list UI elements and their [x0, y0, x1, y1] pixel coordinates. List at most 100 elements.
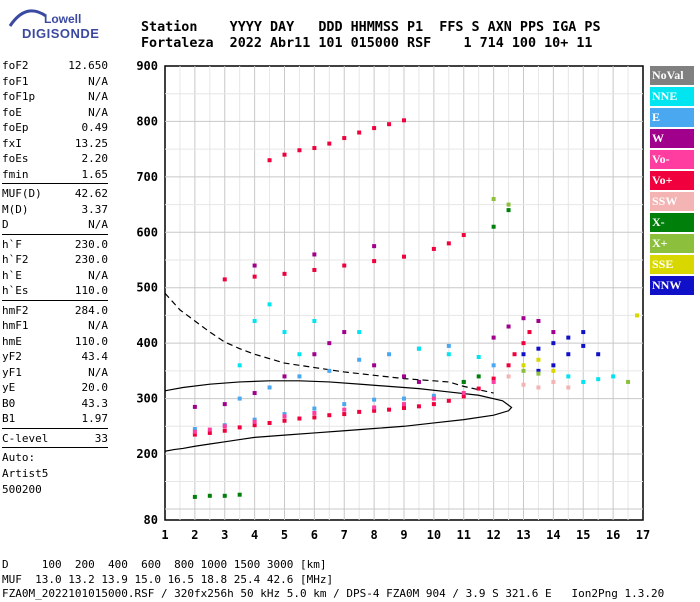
data-point-ssw [506, 374, 511, 379]
data-point-vo [342, 407, 347, 412]
param-row-group3-1: h`F2 230.0 [2, 252, 108, 268]
param-value: N/A [88, 105, 108, 119]
x-tick-label: 2 [191, 528, 198, 542]
data-point-x [222, 493, 227, 498]
x-tick-label: 1 [161, 528, 168, 542]
data-point-w [491, 335, 496, 340]
x-tick-label: 14 [546, 528, 560, 542]
param-row-group2-1: M(D) 3.37 [2, 202, 108, 218]
legend-item: E [650, 108, 694, 127]
data-point-nne [596, 377, 601, 382]
data-point-e [252, 417, 257, 422]
data-point-nnw [581, 330, 586, 335]
y-tick-label: 300 [136, 392, 158, 406]
data-point-nnw [521, 352, 526, 357]
x-tick-label: 13 [516, 528, 530, 542]
data-point-vo [267, 420, 272, 425]
data-point-ssw [566, 385, 571, 390]
param-row-group1-0: foF2 12.650 [2, 58, 108, 74]
logo-line2: DIGISONDE [22, 26, 100, 41]
param-key: hmF2 [2, 303, 29, 317]
data-point-sse [521, 363, 526, 368]
data-point-vo [431, 396, 436, 401]
data-point-w [536, 318, 541, 323]
data-point-vo [312, 410, 317, 415]
x-tick-label: 12 [486, 528, 500, 542]
data-point-nne [312, 318, 317, 323]
header-values: Fortaleza 2022 Abr11 101 015000 RSF 1 71… [141, 36, 593, 51]
param-row-group4-3: yF2 43.4 [2, 349, 108, 365]
param-row-group2-0: MUF(D) 42.62 [2, 186, 108, 202]
data-point-ssw [521, 382, 526, 387]
param-row-group5-0: C-level 33 [2, 431, 108, 447]
param-value: 0.49 [81, 121, 109, 134]
data-point-vo [192, 429, 197, 434]
data-point-nnw [551, 363, 556, 368]
data-point-vo [297, 148, 302, 153]
legend-item: W [650, 129, 694, 148]
data-point-nnw [536, 346, 541, 351]
param-key: fmin [2, 167, 29, 181]
data-point-sse [536, 357, 541, 362]
param-key: foEs [2, 152, 29, 165]
data-point-vo [297, 416, 302, 421]
data-point-vo [207, 427, 212, 432]
param-row-group4-5: yE 20.0 [2, 380, 108, 396]
param-value: 3.37 [81, 202, 109, 216]
data-point-vo [372, 408, 377, 413]
data-point-vo [312, 267, 317, 272]
param-value: N/A [88, 74, 108, 88]
data-point-x [536, 371, 541, 376]
param-row-group1-5: fxI 13.25 [2, 136, 108, 152]
param-value: 13.25 [74, 136, 108, 150]
data-point-vo [222, 428, 227, 433]
data-point-x [237, 492, 242, 497]
data-point-vo [431, 246, 436, 251]
data-point-vo [252, 419, 257, 424]
data-point-e [372, 397, 377, 402]
data-point-e [327, 368, 332, 373]
data-point-vo [327, 141, 332, 146]
data-point-vo [461, 394, 466, 399]
data-point-x [521, 368, 526, 373]
station-header: Station YYYY DAY DDD HHMMSS P1 FFS S AXN… [141, 20, 601, 52]
x-tick-label: 9 [400, 528, 407, 542]
param-key: hmF1 [2, 319, 29, 332]
legend-item: X+ [650, 234, 694, 253]
param-row-group1-6: foEs 2.20 [2, 151, 108, 167]
data-point-vo [192, 432, 197, 437]
data-point-w [506, 324, 511, 329]
x-tick-label: 7 [341, 528, 348, 542]
data-point-nne [297, 352, 302, 357]
data-point-vo [237, 425, 242, 430]
data-point-e [237, 396, 242, 401]
data-point-e [431, 393, 436, 398]
data-point-vo [402, 118, 406, 123]
data-point-e [446, 343, 451, 348]
data-point-ssw [536, 385, 541, 390]
y-tick-label: 600 [136, 225, 158, 239]
data-point-vo [372, 126, 377, 131]
data-point-e [297, 374, 302, 379]
param-value: 43.3 [81, 396, 109, 410]
data-point-sse [551, 368, 556, 373]
parameter-panel: foF2 12.650 foF1 N/A foF1p N/A foE N/A foEp 0.49 f… [2, 58, 108, 498]
data-point-w [252, 263, 257, 268]
param-row-group4-1: hmF1 N/A [2, 318, 108, 334]
data-point-ssw [551, 379, 556, 384]
data-point-e [357, 357, 362, 362]
param-value: N/A [88, 218, 108, 231]
param-value: 284.0 [74, 303, 108, 317]
data-point-nne [566, 374, 571, 379]
data-point-vo [476, 386, 481, 391]
x-tick-label: 4 [251, 528, 258, 542]
data-point-e [192, 427, 197, 432]
data-point-vo [222, 277, 227, 282]
data-point-vo [402, 254, 406, 259]
data-point-w [551, 330, 556, 335]
data-point-vo [527, 330, 532, 335]
data-point-x [491, 224, 496, 229]
data-point-w [327, 341, 332, 346]
auto-line: Artist5 [2, 467, 49, 480]
